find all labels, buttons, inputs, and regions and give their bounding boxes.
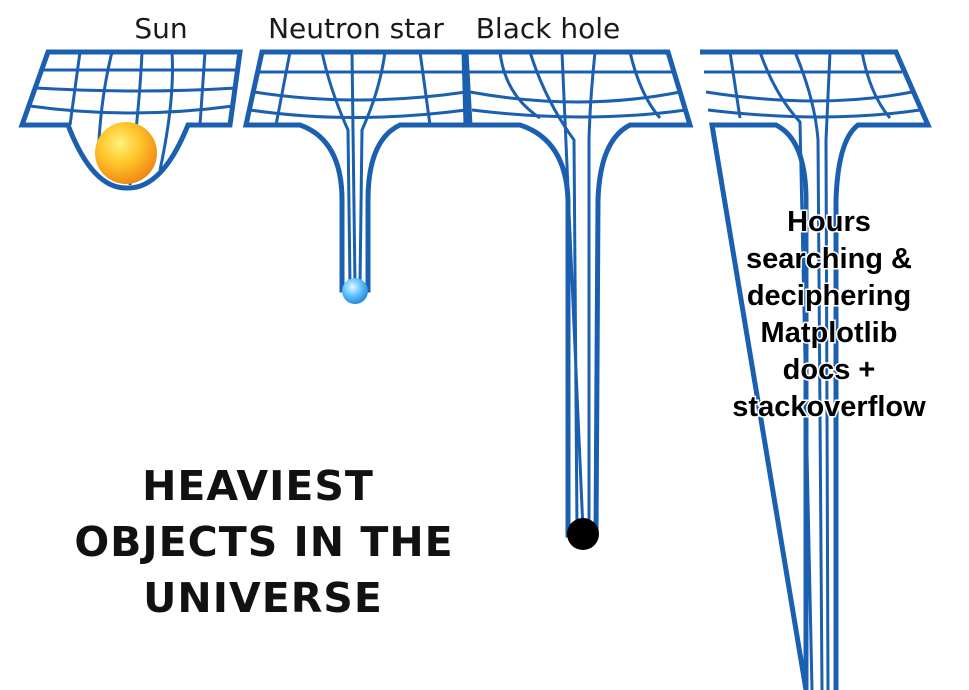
neutron-star-icon [342,278,368,304]
caption-line-1: Hours [787,206,871,238]
label-sun: Sun [134,12,187,45]
label-black-hole: Black hole [476,12,621,45]
caption-line-5: docs + [783,354,876,386]
headline-line-3: UNIVERSE [143,574,383,622]
meme-caption: Hours searching & deciphering Matplotlib… [731,205,928,425]
meme-spacetime-grid [700,49,932,690]
sun-spacetime-grid [18,49,243,191]
sun-icon [95,122,157,184]
caption-line-4: Matplotlib [761,317,898,349]
neutron-star-spacetime-grid [242,49,469,293]
black-hole-icon [567,518,599,550]
headline-line-1: HEAVIEST [142,462,374,510]
black-hole-spacetime-grid [463,49,694,538]
headline: HEAVIEST OBJECTS IN THE UNIVERSE [74,462,453,622]
caption-line-6: stackoverflow [732,391,926,423]
caption-line-3: deciphering [747,280,911,312]
caption-line-2: searching & [746,243,912,275]
label-neutron-star: Neutron star [268,12,444,45]
headline-line-2: OBJECTS IN THE [74,518,453,566]
